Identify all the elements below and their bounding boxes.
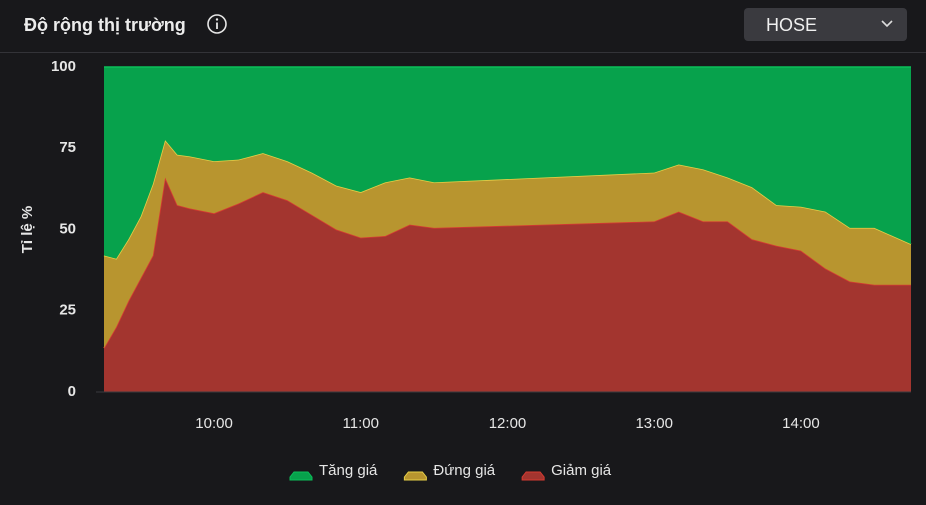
legend-swatch	[403, 471, 427, 481]
info-icon[interactable]	[206, 13, 228, 35]
legend-label: Đứng giá	[433, 462, 495, 479]
legend-label: Tăng giá	[319, 462, 378, 479]
y-tick-label: 0	[68, 383, 76, 400]
x-tick-label: 12:00	[489, 415, 527, 432]
legend-item: Đứng giá	[403, 462, 496, 481]
title: Độ rộng thị trường	[24, 15, 186, 35]
x-tick-label: 13:00	[635, 415, 673, 432]
legend-item: Giảm giá	[521, 462, 612, 481]
chart: Tỉ lệ % 0 25 50 75 100 10:00 11:00 12:00 13:00 14:…	[19, 58, 912, 481]
y-axis-label: Tỉ lệ %	[19, 206, 36, 254]
y-tick-label: 100	[51, 58, 76, 75]
select-value[interactable]: HOSE	[766, 15, 818, 35]
x-tick-label: 14:00	[782, 415, 820, 432]
y-tick-label: 50	[59, 220, 76, 237]
area	[104, 67, 911, 259]
y-tick-label: 25	[59, 302, 76, 319]
x-tick-label: 11:00	[343, 415, 379, 432]
y-tick-label: 75	[59, 139, 76, 156]
legend-swatch	[521, 471, 545, 481]
legend-swatch	[289, 471, 313, 481]
x-tick-label: 10:00	[195, 415, 233, 432]
chevron[interactable]	[881, 20, 893, 28]
header: Độ rộng thị trường HOSE	[0, 0, 926, 53]
legend-item: Tăng giá	[289, 462, 378, 481]
exchange-select[interactable]: HOSE	[744, 8, 907, 41]
area	[104, 140, 911, 349]
area	[104, 177, 911, 392]
legend-label: Giảm giá	[551, 462, 612, 479]
